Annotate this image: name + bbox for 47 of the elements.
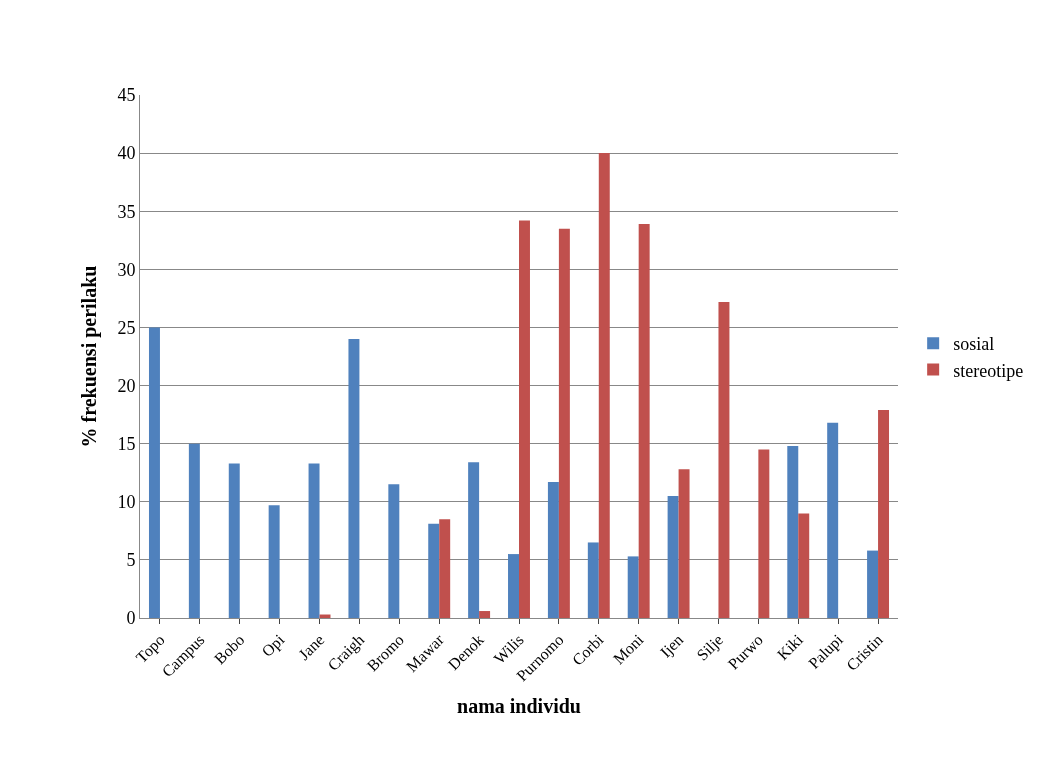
y-tick-label: 10: [117, 492, 136, 513]
bar: [388, 484, 400, 618]
bar: [308, 463, 320, 618]
bar: [667, 495, 679, 618]
x-axis-title: nama individu: [457, 694, 581, 717]
y-tick-label: 40: [117, 143, 136, 164]
bar: [468, 462, 480, 618]
bar: [878, 409, 890, 618]
x-tick-label: Jane: [295, 630, 328, 664]
y-tick-label: 25: [117, 317, 136, 338]
bar: [188, 443, 200, 618]
y-tick-label: 5: [126, 550, 136, 571]
bar: [508, 554, 519, 618]
x-tick-label: Kiki: [773, 630, 807, 664]
bar: [587, 542, 599, 618]
legend-label: sosial: [953, 334, 995, 355]
y-tick-label: 45: [117, 85, 136, 106]
bar: [348, 339, 360, 618]
y-axis-title: % frekuensi perilaku: [77, 265, 101, 448]
bar: [787, 445, 799, 618]
bar: [718, 301, 730, 618]
y-tick-label: 15: [117, 433, 136, 454]
bar: [268, 505, 280, 618]
bar: [228, 463, 240, 618]
x-tick-label: Silje: [693, 630, 727, 665]
bar: [148, 327, 160, 618]
bar: [439, 519, 451, 618]
bar: [627, 556, 639, 618]
y-tick-label: 35: [117, 201, 136, 222]
y-tick-label: 0: [126, 608, 136, 629]
x-tick-label: Ijen: [656, 630, 688, 662]
y-tick-label: 30: [117, 259, 136, 280]
bar: [678, 469, 690, 618]
legend-label: stereotipe: [953, 360, 1024, 381]
bar: [827, 422, 839, 618]
bar: [867, 550, 879, 618]
bar: [519, 220, 530, 618]
bar: [428, 523, 440, 618]
bar: [638, 224, 650, 618]
bar: [798, 513, 810, 618]
bar: [598, 153, 610, 618]
bar: [479, 611, 491, 618]
y-tick-label: 20: [117, 375, 136, 396]
bar: [558, 228, 570, 618]
bar: [758, 449, 770, 618]
bar: [547, 482, 559, 618]
x-tick-label: Opi: [258, 630, 289, 661]
